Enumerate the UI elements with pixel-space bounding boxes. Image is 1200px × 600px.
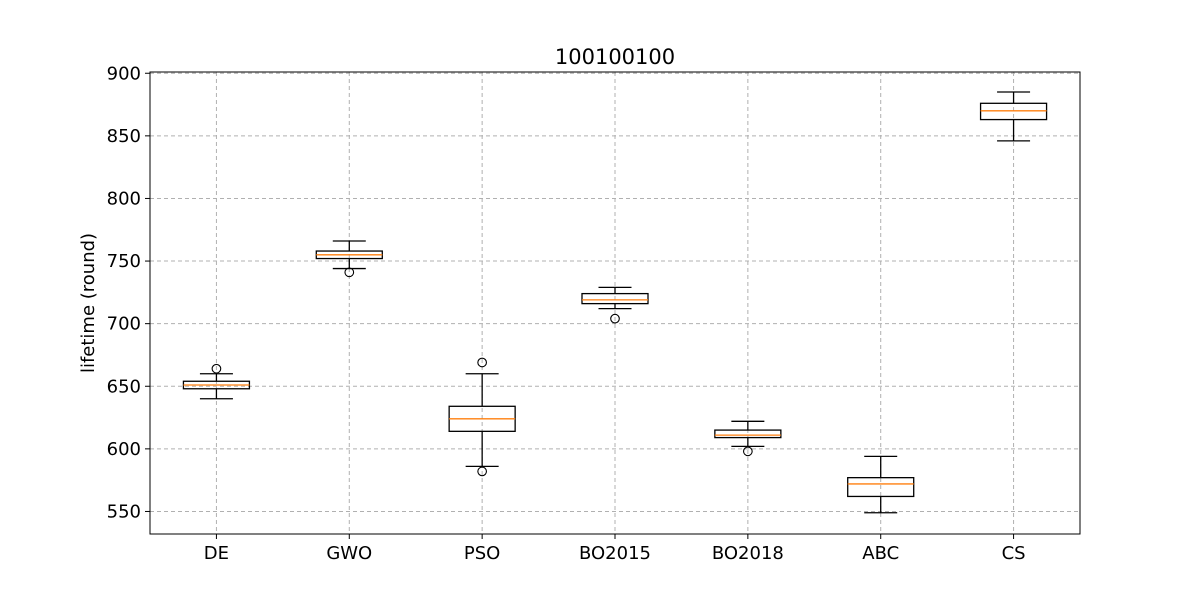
y-tick-label: 850	[107, 126, 141, 147]
y-tick-label: 650	[107, 376, 141, 397]
y-tick-label: 750	[107, 251, 141, 272]
box-bo2018	[714, 420, 782, 457]
box-pso	[448, 357, 516, 477]
x-tick-label: BO2015	[579, 543, 651, 564]
outlier-point	[477, 466, 487, 477]
outlier-point	[344, 267, 355, 278]
outlier-point	[743, 446, 753, 457]
y-tick-label: 600	[107, 439, 141, 460]
box-abc	[847, 455, 915, 514]
y-axis-label: lifetime (round)	[78, 233, 99, 373]
x-tick-label: CS	[1002, 543, 1026, 564]
iqr-box	[581, 292, 649, 305]
outlier-point	[477, 357, 487, 368]
y-tick-label: 700	[107, 314, 141, 335]
boxplots	[182, 91, 1048, 514]
iqr-box	[847, 477, 915, 498]
chart-title: 100100100	[555, 45, 675, 69]
outlier-point	[211, 363, 222, 374]
x-tick-label: GWO	[326, 543, 372, 564]
outlier-point	[610, 313, 620, 324]
y-tick-label: 800	[107, 188, 141, 209]
x-tick-label: PSO	[464, 543, 500, 564]
ticks: 550 600 650 700 750 800 850 900 DE GWO PSO BO2015 BO…	[107, 63, 1026, 564]
box-bo2015	[581, 286, 649, 324]
x-tick-label: ABC	[862, 543, 899, 564]
x-tick-label: DE	[204, 543, 229, 564]
iqr-box	[714, 429, 782, 439]
box-cs	[979, 91, 1048, 142]
x-tick-label: BO2018	[712, 543, 784, 564]
box-gwo	[315, 240, 383, 278]
box-de	[182, 363, 251, 400]
y-tick-label: 900	[107, 63, 141, 84]
y-tick-label: 550	[107, 501, 141, 522]
